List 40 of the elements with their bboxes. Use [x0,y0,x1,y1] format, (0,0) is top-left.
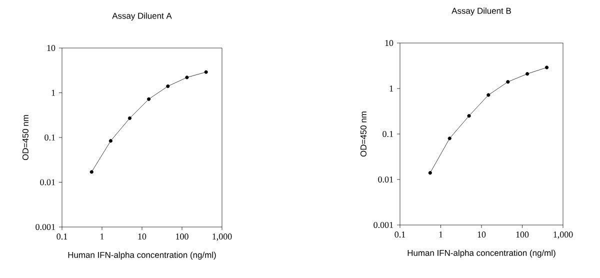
x-tick-label: 1,000 [212,234,232,241]
y-axis-title: OD=450 nm [360,112,366,157]
point [526,72,530,76]
y-tick-label: 10 [47,44,56,52]
point [428,171,432,175]
x-tick-label: 0.1 [56,234,68,240]
point [204,70,208,74]
point [128,116,132,120]
point [90,170,94,174]
y-tick-label: 0.01 [378,176,393,183]
y-tick-label: 0.1 [382,130,393,138]
x-tick-label: 0.1 [394,232,406,238]
x-tick-label: 1 [439,232,442,238]
y-tick-label: 1 [390,86,393,92]
y-tick-label: 0.01 [40,179,55,186]
y-tick-label: 0.001 [36,224,55,230]
point [544,66,549,70]
y-tick-label: 0.001 [374,222,393,228]
x-tick-label: 1,000 [554,232,573,239]
point [108,139,112,143]
point [506,80,510,84]
y-tick-label: 1 [52,90,55,96]
chart-title: Assay Diluent A [112,12,172,20]
x-tick-label: 100 [516,232,529,238]
point [147,97,151,101]
y-tick-label: 10 [385,40,394,46]
y-axis-title: OD=450 nm [22,115,28,160]
x-tick-label: 10 [478,232,486,238]
chart-title: Assay Diluent B [452,8,511,16]
x-tick-label: 1 [100,234,104,240]
x-axis-title: Human IFN-alpha concentration (ng/ml) [68,252,216,260]
x-tick-label: 100 [176,234,188,240]
point [166,84,170,88]
point [467,114,471,118]
point [448,136,452,140]
x-axis-title: Human IFN-alpha concentration (ng/ml) [408,250,556,258]
point [185,76,189,80]
y-tick-label: 0.1 [44,134,55,141]
point [486,93,490,97]
x-tick-label: 10 [138,234,146,240]
